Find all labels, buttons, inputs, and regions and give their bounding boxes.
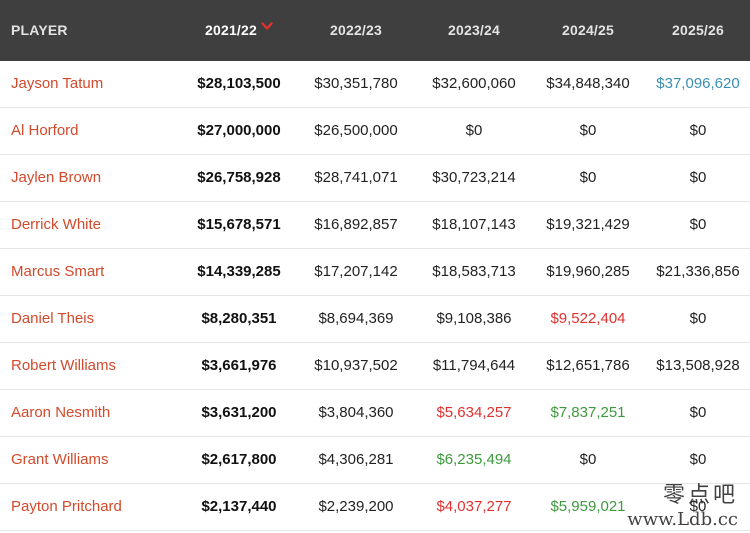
salary-cell: $19,321,429 (546, 216, 630, 233)
salary-cell: $0 (579, 169, 597, 186)
salary-cell: $0 (465, 122, 483, 139)
player-name-link[interactable]: Jaylen Brown (11, 169, 102, 186)
player-name-link[interactable]: Jayson Tatum (11, 75, 104, 92)
salary-cell: $9,108,386 (436, 310, 512, 327)
salary-cell: $0 (689, 404, 707, 421)
player-name-link[interactable]: Al Horford (11, 122, 79, 139)
salary-cell: $26,758,928 (197, 169, 281, 186)
table-row: Payton Pritchard $2,137,440 $2,239,200 $4,0… (0, 484, 750, 531)
player-name-link[interactable]: Robert Williams (11, 357, 117, 374)
salary-cell: $2,137,440 (201, 498, 277, 515)
salary-cell: $9,522,404 (550, 310, 626, 327)
salary-cell: $2,617,800 (201, 451, 277, 468)
column-header-2024-25[interactable]: 2024/25 (561, 22, 614, 38)
chevron-down-icon (261, 0, 273, 57)
column-header-2023-24[interactable]: 2023/24 (447, 22, 500, 38)
salary-cell: $30,723,214 (432, 169, 516, 186)
salary-cell: $8,280,351 (201, 310, 277, 327)
salary-cell: $19,960,285 (546, 263, 630, 280)
player-name-link[interactable]: Derrick White (11, 216, 102, 233)
watermark-chinese-text: 零点吧 (662, 483, 738, 508)
salary-cell: $11,794,644 (432, 357, 516, 374)
salary-cell: $3,631,200 (201, 404, 277, 421)
salary-cell: $4,037,277 (436, 498, 512, 515)
table-row: Jaylen Brown $26,758,928 $28,741,071 $30,72… (0, 155, 750, 202)
table-row: Al Horford $27,000,000 $26,500,000 $0 $0 $0 (0, 108, 750, 155)
salary-cell: $18,583,713 (432, 263, 516, 280)
table-row: Robert Williams $3,661,976 $10,937,502 $11,… (0, 343, 750, 390)
salary-cell: $6,235,494 (436, 451, 512, 468)
salary-cell: $3,804,360 (318, 404, 394, 421)
salary-cell: $0 (689, 310, 707, 327)
salary-cell: $16,892,857 (314, 216, 398, 233)
salary-cell: $34,848,340 (546, 75, 630, 92)
table-row: Grant Williams $2,617,800 $4,306,281 $6,235… (0, 437, 750, 484)
salary-cell: $2,239,200 (318, 498, 394, 515)
salary-cell: $0 (579, 451, 597, 468)
salary-cell: $7,837,251 (550, 404, 626, 421)
column-header-label: 2021/22 (204, 22, 257, 38)
salary-cell: $3,661,976 (201, 357, 277, 374)
salary-cell: $13,508,928 (656, 357, 740, 374)
player-name-link[interactable]: Payton Pritchard (11, 498, 122, 515)
salary-cell: $8,694,369 (318, 310, 394, 327)
salary-cell: $0 (579, 122, 597, 139)
salary-cell: $5,959,021 (550, 498, 626, 515)
column-header-2021-22[interactable]: 2021/22 (182, 0, 296, 61)
salary-cell: $26,500,000 (314, 122, 398, 139)
salary-cell: $4,306,281 (318, 451, 394, 468)
salary-cell: $18,107,143 (432, 216, 516, 233)
table-row: Jayson Tatum $28,103,500 $30,351,780 $32,60… (0, 61, 750, 108)
salary-cell: $14,339,285 (197, 263, 281, 280)
salary-cell: $17,207,142 (314, 263, 398, 280)
watermark: 零点吧 www.Ldb.cc (608, 483, 738, 531)
player-name-link[interactable]: Grant Williams (11, 451, 109, 468)
table-row: Aaron Nesmith $3,631,200 $3,804,360 $5,634,… (0, 390, 750, 437)
column-header-2022-23[interactable]: 2022/23 (329, 22, 382, 38)
salary-cell: $5,634,257 (436, 404, 512, 421)
salary-cell: $28,741,071 (314, 169, 398, 186)
salary-cell: $32,600,060 (432, 75, 516, 92)
salary-cell: $28,103,500 (197, 75, 281, 92)
salary-cell: $21,336,856 (656, 263, 740, 280)
salary-cell: $27,000,000 (197, 122, 281, 139)
salary-cell: $15,678,571 (197, 216, 281, 233)
table-body: Jayson Tatum $28,103,500 $30,351,780 $32,60… (0, 61, 750, 531)
table-header: PLAYER 2021/22 2022/23 2023/24 2024/25 2… (0, 0, 750, 61)
salary-cell: $0 (689, 216, 707, 233)
salary-cell: $0 (689, 122, 707, 139)
salary-cell: $12,651,786 (546, 357, 630, 374)
table-row: Derrick White $15,678,571 $16,892,857 $18,1… (0, 202, 750, 249)
player-name-link[interactable]: Aaron Nesmith (11, 404, 111, 421)
table-row: Marcus Smart $14,339,285 $17,207,142 $18,58… (0, 249, 750, 296)
salary-cell: $0 (689, 169, 707, 186)
salary-cell: $30,351,780 (314, 75, 398, 92)
watermark-url: www.Ldb.cc (627, 509, 738, 530)
column-header-player[interactable]: PLAYER (11, 22, 68, 38)
salary-cell: $0 (689, 451, 707, 468)
salary-cell: $37,096,620 (656, 75, 740, 92)
salary-cell: $10,937,502 (314, 357, 398, 374)
column-header-2025-26[interactable]: 2025/26 (671, 22, 724, 38)
player-name-link[interactable]: Daniel Theis (11, 310, 95, 327)
table-row: Daniel Theis $8,280,351 $8,694,369 $9,108,3… (0, 296, 750, 343)
salary-cell: $0 (689, 498, 707, 515)
player-name-link[interactable]: Marcus Smart (11, 263, 105, 280)
